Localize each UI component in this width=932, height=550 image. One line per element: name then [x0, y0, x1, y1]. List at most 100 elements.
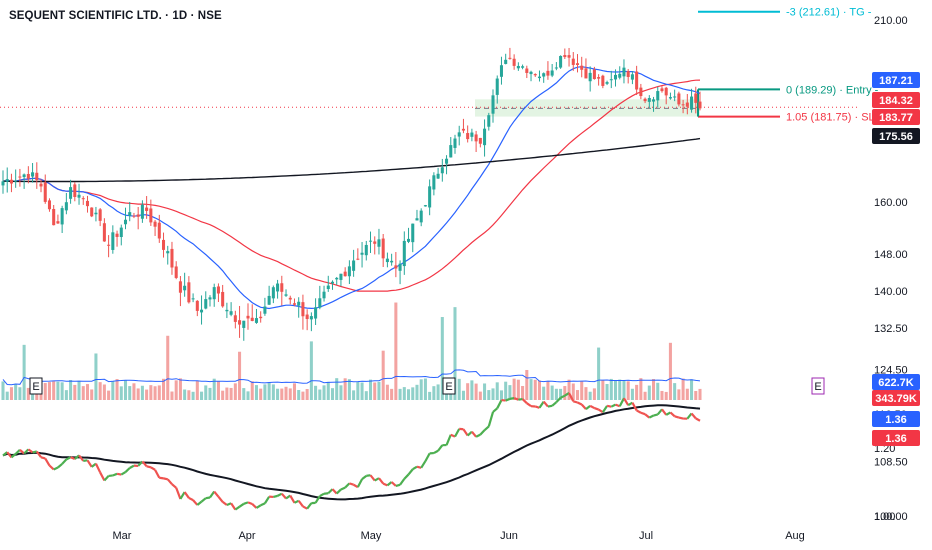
volume-bar [292, 383, 296, 400]
candle [94, 212, 98, 215]
indicator-segment [146, 465, 152, 469]
volume-bar [94, 353, 98, 400]
volume-bar [487, 390, 491, 400]
candle [119, 227, 123, 238]
indicator-segment [103, 475, 110, 482]
candle [436, 173, 440, 179]
indicator-segment [78, 454, 85, 462]
volume-bar [508, 385, 512, 400]
indicator-segment [631, 402, 638, 411]
candle [322, 291, 326, 299]
volume-bar [238, 351, 242, 400]
candle [297, 301, 301, 306]
candle [483, 128, 487, 146]
candle [9, 179, 13, 184]
candle [419, 210, 423, 223]
volume-bar [225, 387, 229, 400]
volume-bar [529, 379, 533, 400]
volume-bar [525, 369, 529, 400]
volume-bar [212, 378, 216, 400]
candle [153, 221, 157, 227]
candle [233, 315, 237, 322]
volume-bar [187, 390, 191, 400]
indicator-segment [518, 397, 523, 401]
candle [542, 73, 546, 77]
candle [90, 207, 94, 217]
volume-bar [170, 391, 174, 400]
volume-bar [466, 383, 470, 400]
indicator-segment [361, 474, 367, 481]
indicator-segment [369, 474, 376, 482]
indicator-segment [648, 414, 655, 419]
volume-bar [664, 391, 668, 400]
indicator-segment [610, 403, 616, 408]
indicator-segment [319, 492, 325, 498]
indicator-segment [695, 417, 701, 422]
candle [398, 263, 402, 271]
volume-tag-label: 622.7K [878, 377, 914, 389]
indicator-segment [112, 472, 118, 477]
volume-bar [567, 379, 571, 400]
candle [411, 223, 415, 243]
indicator-segment [209, 490, 216, 499]
indicator-segment [302, 505, 308, 510]
candle [546, 70, 550, 76]
volume-bar [326, 381, 330, 400]
volume-bar [263, 384, 267, 400]
candle [694, 93, 698, 103]
candle [292, 303, 296, 305]
indicator-segment [366, 474, 371, 477]
candle [415, 218, 419, 221]
candle [516, 65, 520, 69]
volume-bar [250, 381, 254, 400]
volume-bar [356, 382, 360, 400]
candle [47, 200, 51, 210]
volume-bar [512, 378, 516, 400]
candle [195, 300, 199, 311]
candle [347, 266, 351, 277]
candle [626, 71, 630, 77]
indicator-segment [534, 405, 540, 409]
volume-bar [162, 378, 166, 400]
indicator-tag [872, 411, 920, 427]
price-tick-label: 132.50 [874, 323, 908, 335]
indicator-segment [200, 497, 207, 503]
candle [537, 76, 541, 79]
indicator-segment [454, 428, 461, 438]
candle [200, 309, 204, 313]
candle [111, 232, 115, 250]
indicator-segment [521, 398, 528, 404]
volume-bar [191, 391, 195, 400]
indicator-segment [538, 400, 545, 409]
volume-bar [394, 302, 398, 400]
candle [609, 79, 613, 81]
price-tag-label: 187.21 [879, 75, 913, 87]
volume-bar [474, 383, 478, 400]
volume-bar [166, 335, 170, 400]
indicator-segment [678, 416, 684, 420]
indicator-segment [234, 505, 241, 511]
ma20-line [2, 66, 701, 310]
candle [56, 221, 60, 224]
indicator-segment [568, 392, 575, 402]
candle [98, 209, 102, 221]
indicator-segment [640, 411, 646, 416]
indicator-segment [475, 433, 481, 438]
indicator-segment [412, 465, 418, 471]
time-tick-label: Jul [639, 530, 653, 542]
volume-bar [195, 380, 199, 400]
time-tick-label: Jun [500, 530, 518, 542]
candle [504, 59, 508, 64]
candle [39, 183, 43, 187]
volume-bar [153, 386, 157, 400]
indicator-segment [35, 450, 42, 458]
indicator-segment [386, 481, 393, 487]
indicator-segment [263, 496, 271, 504]
volume-bar [415, 384, 419, 400]
candle [136, 214, 140, 217]
volume-bar [115, 379, 119, 400]
time-axis: Mar Apr May Jun Jul Aug [113, 530, 805, 542]
candle [64, 202, 68, 211]
candle [673, 96, 677, 98]
